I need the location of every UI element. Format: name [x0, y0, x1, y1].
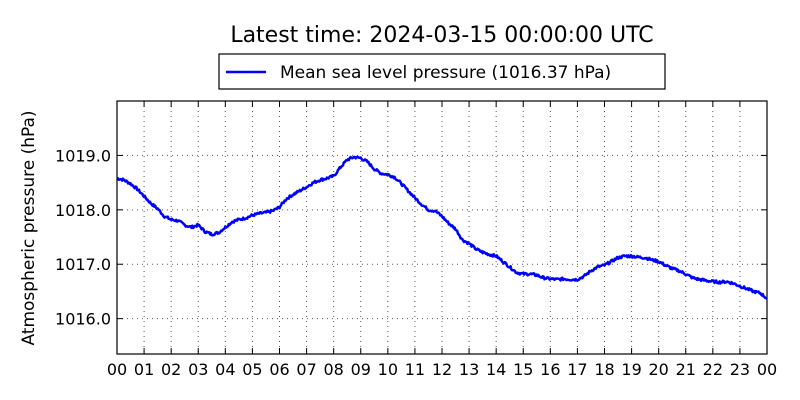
legend: Mean sea level pressure (1016.37 hPa): [218, 53, 666, 90]
x-tick-label: 00: [757, 360, 777, 379]
y-tick-label: 1017.0: [55, 255, 111, 274]
x-tick-labels: 00 01 02 03 04 05 06 07 08 09 10 11 12 13 14 15 16 17 18 19…: [107, 360, 777, 379]
x-tick-label: 13: [459, 360, 479, 379]
pressure-series-line: [116, 155, 768, 300]
legend-label: Mean sea level pressure (1016.37 hPa): [280, 63, 611, 83]
y-tick-label: 1019.0: [55, 146, 111, 165]
x-tick-label: 23: [730, 360, 750, 379]
x-tick-label: 05: [242, 360, 262, 379]
ticks: [116, 101, 768, 354]
x-tick-label: 01: [134, 360, 154, 379]
x-tick-label: 17: [567, 360, 587, 379]
x-tick-label: 12: [432, 360, 452, 379]
x-tick-label: 20: [648, 360, 668, 379]
x-tick-label: 09: [351, 360, 371, 379]
x-tick-label: 15: [513, 360, 533, 379]
x-tick-label: 00: [107, 360, 127, 379]
y-tick-label: 1016.0: [55, 310, 111, 329]
x-tick-label: 10: [378, 360, 398, 379]
x-tick-label: 02: [161, 360, 181, 379]
x-tick-label: 03: [188, 360, 208, 379]
x-tick-label: 16: [540, 360, 560, 379]
grid: [117, 101, 767, 354]
x-tick-label: 07: [296, 360, 316, 379]
x-tick-label: 04: [215, 360, 235, 379]
x-tick-label: 21: [676, 360, 696, 379]
y-axis-label: Atmospheric pressure (hPa): [19, 110, 39, 345]
y-tick-label: 1018.0: [55, 201, 111, 220]
x-tick-label: 14: [486, 360, 506, 379]
x-tick-label: 19: [621, 360, 641, 379]
x-tick-label: 08: [323, 360, 343, 379]
chart-title: Latest time: 2024-03-15 00:00:00 UTC: [230, 23, 653, 48]
x-tick-label: 18: [594, 360, 614, 379]
legend-box: [218, 53, 666, 90]
x-tick-label: 11: [405, 360, 425, 379]
x-tick-label: 22: [703, 360, 723, 379]
y-tick-labels: 1016.0 1017.0 1018.0 1019.0: [55, 146, 111, 328]
x-tick-label: 06: [269, 360, 289, 379]
